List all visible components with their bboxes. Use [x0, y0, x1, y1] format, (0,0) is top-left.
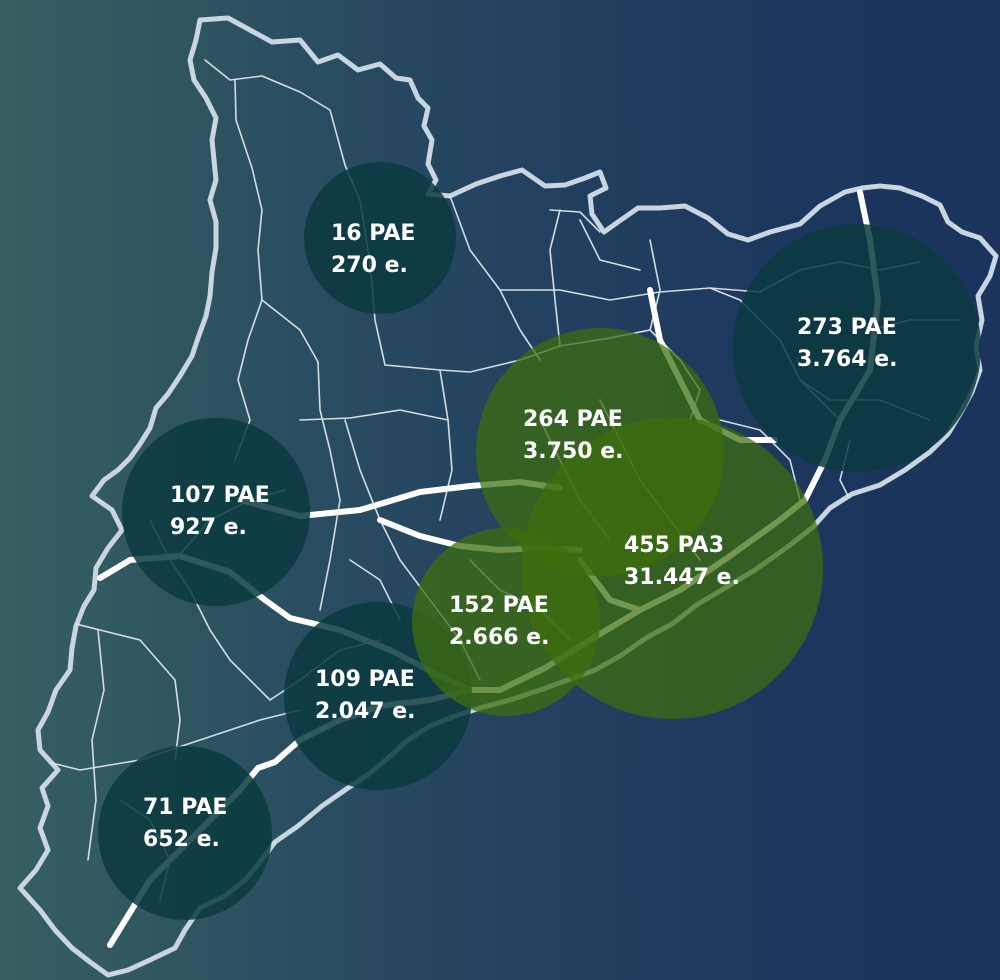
- region-count: 71 PAE: [143, 795, 228, 820]
- bubble-girona[interactable]: [733, 224, 981, 472]
- label-girona: 273 PAE 3.764 e.: [797, 312, 898, 376]
- label-barcelona: 455 PA3 31.447 e.: [624, 530, 740, 594]
- label-terres-ebre: 71 PAE 652 e.: [143, 792, 227, 856]
- region-count: 273 PAE: [797, 315, 897, 340]
- bubble-alt-pirineu[interactable]: [304, 162, 456, 314]
- label-alt-pirineu: 16 PAE 270 e.: [331, 218, 415, 282]
- region-count: 152 PAE: [449, 593, 549, 618]
- region-count: 455 PA3: [624, 533, 725, 558]
- label-camp-tarragona: 109 PAE 2.047 e.: [315, 664, 416, 728]
- bubbles: [98, 162, 981, 920]
- region-employees: 31.447 e.: [624, 565, 740, 590]
- region-employees: 2.666 e.: [449, 625, 550, 650]
- label-comarques-centrals: 264 PAE 3.750 e.: [523, 404, 624, 468]
- region-count: 264 PAE: [523, 407, 623, 432]
- region-employees: 3.764 e.: [797, 347, 898, 372]
- bubble-terres-ebre[interactable]: [98, 746, 272, 920]
- label-lleida: 107 PAE 927 e.: [170, 480, 270, 544]
- region-employees: 270 e.: [331, 253, 408, 278]
- region-employees: 2.047 e.: [315, 699, 416, 724]
- bubble-barcelona[interactable]: [521, 417, 823, 719]
- label-penedes: 152 PAE 2.666 e.: [449, 590, 550, 654]
- bubble-lleida[interactable]: [122, 418, 310, 606]
- region-count: 107 PAE: [170, 483, 270, 508]
- region-count: 109 PAE: [315, 667, 415, 692]
- region-count: 16 PAE: [331, 221, 416, 246]
- region-employees: 3.750 e.: [523, 439, 624, 464]
- region-employees: 652 e.: [143, 827, 220, 852]
- region-employees: 927 e.: [170, 515, 247, 540]
